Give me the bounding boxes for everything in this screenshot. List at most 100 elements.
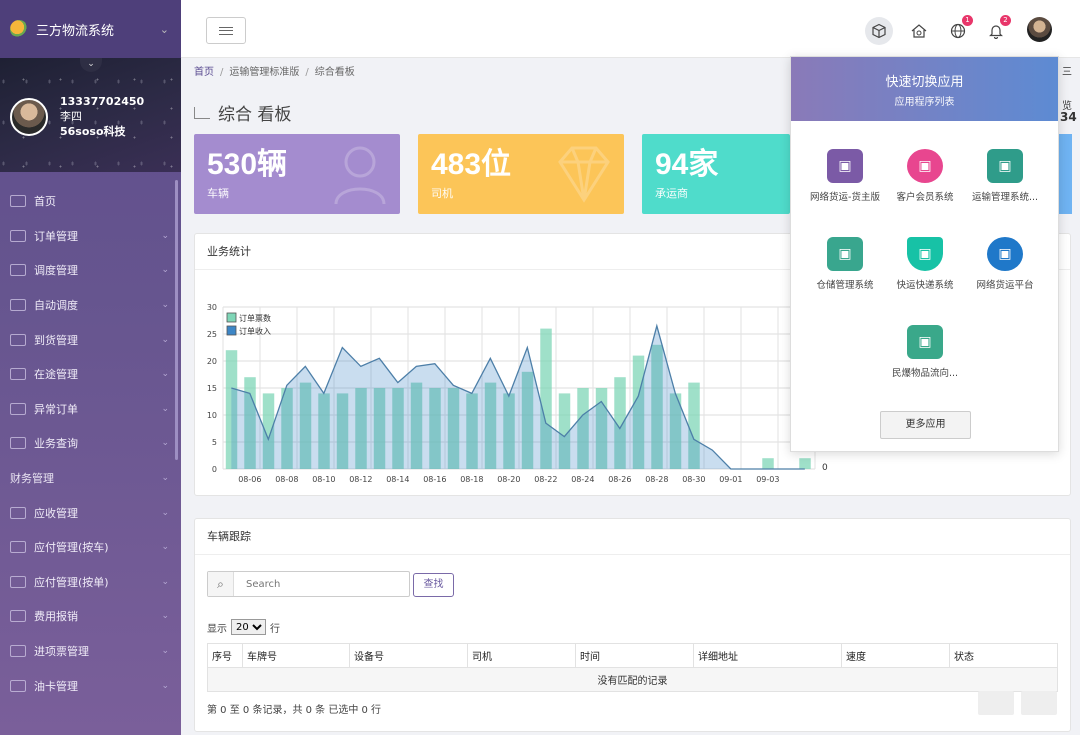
menu-toggle-button[interactable]	[206, 17, 246, 44]
breadcrumb: 首页 / 运输管理标准版 / 综合看板	[194, 67, 355, 78]
user-name: 李四	[60, 110, 82, 123]
breadcrumb-item[interactable]: 运输管理标准版	[229, 67, 300, 78]
chevron-down-icon: ⌄	[159, 22, 169, 36]
chart-bar	[577, 388, 589, 469]
app-label: 民爆物品流向...	[891, 368, 959, 379]
globe-icon[interactable]: 1	[944, 15, 973, 45]
stat-card-vehicles[interactable]: 530辆 车辆	[194, 134, 400, 214]
app-label: 客户会员系统	[896, 192, 954, 203]
sidebar-item-label: 应收管理	[34, 506, 78, 520]
chevron-down-icon: ⌄	[161, 473, 169, 484]
sidebar-item-label: 首页	[34, 195, 56, 209]
x-tick-label: 08-18	[460, 475, 483, 484]
chart-bar	[447, 388, 460, 469]
menu-item-icon	[10, 299, 26, 312]
chart-bar	[632, 355, 645, 469]
panel-title: 车辆跟踪	[195, 519, 1070, 555]
chevron-down-icon: ⌄	[161, 403, 169, 414]
sidebar-item[interactable]: 首页	[0, 184, 181, 219]
menu-item-icon	[10, 437, 26, 450]
column-header[interactable]: 车牌号	[242, 643, 350, 668]
sidebar-item[interactable]: 费用报销 ⌄	[0, 599, 181, 634]
table-info: 第 0 至 0 条记录，共 0 条 已选中 0 行	[207, 705, 382, 716]
member-icon: ▣	[907, 149, 943, 183]
top-avatar[interactable]	[1027, 17, 1052, 42]
search-icon[interactable]: ⌕	[208, 572, 234, 596]
find-button[interactable]: 查找	[413, 573, 454, 597]
app-tile[interactable]: ▣ 网络货运平台	[961, 237, 1049, 291]
bell-icon[interactable]: 2	[982, 15, 1011, 45]
app-tile[interactable]: ▣ 运输管理系统...	[961, 149, 1049, 203]
column-header[interactable]: 设备号	[349, 643, 468, 668]
stat-card-carriers[interactable]: 94家 承运商	[642, 134, 790, 214]
user-company: 56soso科技	[60, 125, 126, 138]
collapse-profile-button[interactable]: ⌄	[80, 58, 102, 72]
chevron-down-icon: ⌄	[161, 646, 169, 657]
sidebar-scrollbar[interactable]	[175, 180, 178, 460]
chart-bar	[466, 393, 478, 469]
chart-bar	[373, 388, 386, 469]
legend-label: 订单收入	[239, 326, 271, 336]
app-switcher-title: 快速切换应用	[885, 75, 964, 90]
app-tile[interactable]: ▣ 客户会员系统	[881, 149, 969, 203]
sidebar-item[interactable]: 应付管理(按单) ⌄	[0, 565, 181, 600]
column-header[interactable]: 时间	[575, 643, 694, 668]
chart-bar	[484, 382, 497, 469]
sidebar-item[interactable]: 应付管理(按车) ⌄	[0, 530, 181, 565]
sidebar-item-label: 应付管理(按车)	[34, 541, 109, 555]
chart-bar	[762, 458, 774, 469]
vehicle-table: 序号 车牌号 设备号 司机 时间 详细地址 速度 状态 没有匹配的记录	[207, 643, 1058, 692]
sidebar-item[interactable]: 订单管理 ⌄	[0, 219, 181, 254]
column-header[interactable]: 速度	[841, 643, 950, 668]
app-label: 网络货运平台	[976, 280, 1034, 291]
app-tile[interactable]: ▣ 网络货运-货主版	[801, 149, 889, 203]
sidebar-item[interactable]: 到货管理 ⌄	[0, 322, 181, 357]
more-apps-button[interactable]: 更多应用	[880, 411, 971, 439]
sidebar-item[interactable]: 异常订单 ⌄	[0, 392, 181, 427]
prev-page-button[interactable]	[978, 691, 1014, 715]
top-bar: 1 2	[181, 0, 1080, 58]
app-switcher-header: 快速切换应用 应用程序列表	[791, 57, 1058, 121]
sidebar-item[interactable]: 财务管理 ⌄	[0, 461, 181, 496]
chevron-down-icon: ⌄	[161, 611, 169, 622]
app-tile[interactable]: ▣ 民爆物品流向...	[881, 325, 969, 379]
column-header[interactable]: 序号	[207, 643, 243, 668]
sidebar-item[interactable]: 进项票管理 ⌄	[0, 634, 181, 669]
sidebar-item[interactable]: 业务查询 ⌄	[0, 426, 181, 461]
app-tile[interactable]: ▣ 仓储管理系统	[801, 237, 889, 291]
sidebar-item[interactable]: 油卡管理 ⌄	[0, 668, 181, 703]
length-suffix: 行	[270, 623, 280, 635]
length-prefix: 显示	[207, 623, 227, 635]
page-length-select[interactable]: 20	[231, 619, 266, 635]
column-header[interactable]: 司机	[467, 643, 576, 668]
sidebar-item[interactable]: 在途管理 ⌄	[0, 357, 181, 392]
cutoff-text: 34	[1060, 110, 1077, 124]
cube-icon[interactable]	[865, 17, 893, 45]
next-page-button[interactable]	[1021, 691, 1057, 715]
column-header[interactable]: 状态	[949, 643, 1058, 668]
column-header[interactable]: 详细地址	[693, 643, 842, 668]
x-tick-label: 08-22	[534, 475, 557, 484]
stat-label: 司机	[431, 187, 453, 200]
stat-card-partial	[1058, 134, 1072, 214]
chevron-down-icon: ⌄	[161, 265, 169, 276]
chevron-down-icon: ⌄	[161, 300, 169, 311]
brand-bar[interactable]: 三方物流系统 ⌄	[0, 0, 181, 58]
app-label: 快运快递系统	[896, 280, 954, 291]
x-tick-label: 08-10	[312, 475, 335, 484]
sidebar-item[interactable]: 应收管理 ⌄	[0, 495, 181, 530]
stat-value: 530辆	[207, 148, 288, 181]
breadcrumb-home-link[interactable]: 首页	[194, 67, 214, 78]
menu-item-icon	[10, 645, 26, 658]
search-input[interactable]	[234, 578, 404, 590]
breadcrumb-current: 综合看板	[314, 67, 355, 78]
avatar[interactable]	[10, 98, 48, 136]
app-tile[interactable]: ▣ 快运快递系统	[881, 237, 969, 291]
chart-bar	[651, 344, 663, 469]
stat-card-drivers[interactable]: 483位 司机	[418, 134, 624, 214]
home-settings-icon[interactable]	[905, 17, 933, 45]
y-tick-label: 10	[207, 411, 217, 420]
sidebar-item[interactable]: 调度管理 ⌄	[0, 253, 181, 288]
sidebar-item[interactable]: 自动调度 ⌄	[0, 288, 181, 323]
app-switcher-subtitle: 应用程序列表	[894, 97, 955, 108]
